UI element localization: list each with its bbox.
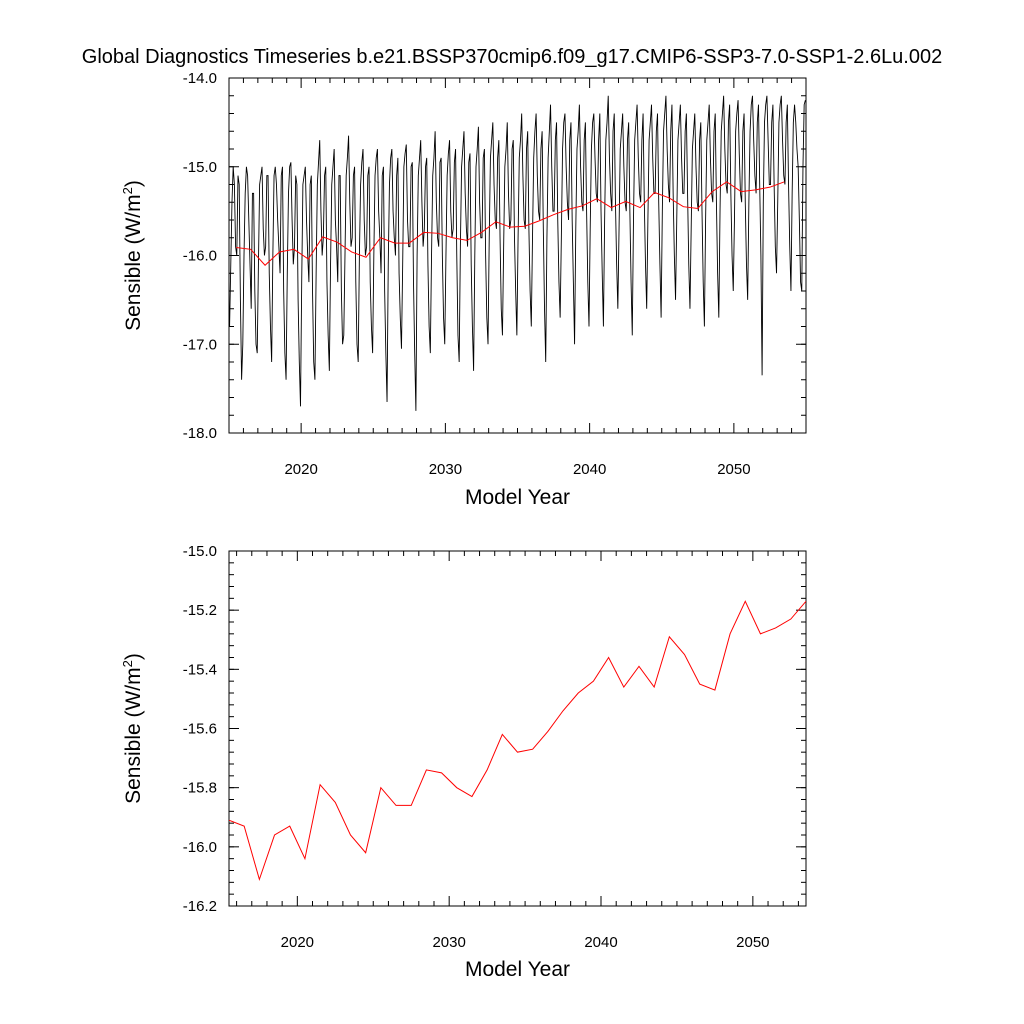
y-axis-label: Sensible (W/m2) bbox=[120, 653, 145, 804]
y-tick-label: -14.0 bbox=[183, 70, 217, 87]
y-tick-label: -15.4 bbox=[183, 661, 217, 678]
y-tick-label: -16.0 bbox=[183, 839, 217, 856]
annual-series-line bbox=[236, 181, 785, 266]
y-axis-label: Sensible (W/m2) bbox=[120, 180, 145, 331]
y-tick-label: -16.0 bbox=[183, 248, 217, 265]
x-axis-label: Model Year bbox=[465, 486, 570, 509]
x-tick-label: 2030 bbox=[429, 461, 462, 478]
x-tick-label: 2030 bbox=[432, 934, 465, 951]
plot-frame bbox=[228, 550, 807, 907]
figure-title: Global Diagnostics Timeseries b.e21.BSSP… bbox=[81, 46, 943, 68]
chart-panel-1: 2020 2030 2040 2050 -18.0 -17.0 -16.0 -15.0 -14.… bbox=[120, 70, 807, 509]
y-tick-label: -15.0 bbox=[183, 159, 217, 176]
y-tick-label: -16.2 bbox=[183, 898, 217, 915]
x-tick-label: 2050 bbox=[717, 461, 750, 478]
y-tick-label: -15.2 bbox=[183, 602, 217, 619]
x-axis-label: Model Year bbox=[465, 958, 570, 981]
y-tick-label: -15.8 bbox=[183, 780, 217, 797]
chart-panel-2: 2020 2030 2040 2050 -16.2 -16.0 -15.8 -15.6 -15.… bbox=[120, 543, 807, 981]
x-tick-label: 2050 bbox=[736, 934, 769, 951]
y-tick-label: -17.0 bbox=[183, 336, 217, 353]
x-tick-label: 2040 bbox=[573, 461, 606, 478]
y-tick-label: -15.0 bbox=[183, 543, 217, 560]
x-tick-label: 2020 bbox=[281, 934, 314, 951]
y-tick-label: -15.6 bbox=[183, 721, 217, 738]
annual-series-line bbox=[229, 600, 806, 882]
x-tick-label: 2020 bbox=[284, 461, 317, 478]
monthly-series-line bbox=[229, 95, 806, 411]
y-tick-label: -18.0 bbox=[183, 425, 217, 442]
x-tick-label: 2040 bbox=[584, 934, 617, 951]
